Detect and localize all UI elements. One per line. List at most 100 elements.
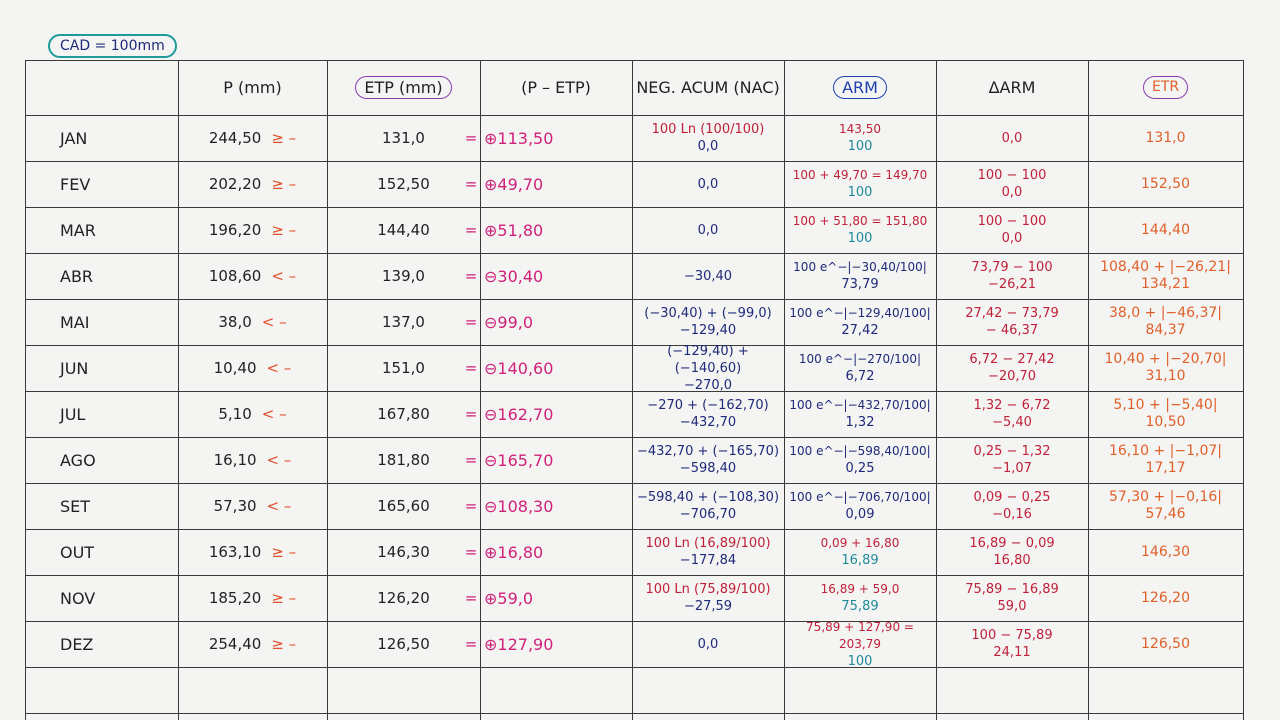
difference: ⊕51,80: [484, 220, 544, 240]
row-rule: [25, 207, 1243, 208]
darm-cell: 100 − 100 0,0: [936, 207, 1088, 253]
nac-line: −270,0: [683, 377, 733, 393]
column-rule: [1243, 60, 1244, 720]
arm-line: 75,89: [841, 599, 879, 614]
precipitation: 254,40: [208, 634, 262, 653]
darm-cell: 73,79 − 100 −26,21: [936, 253, 1088, 299]
darm-line: −5,40: [992, 415, 1032, 430]
column-rule: [480, 60, 481, 720]
equals: =: [464, 358, 478, 377]
precipitation: 196,20: [208, 220, 262, 239]
etr-line: 152,50: [1141, 175, 1190, 192]
arm-cell: 100 e^−|−598,40/100| 0,25: [784, 437, 936, 483]
difference: ⊕16,80: [484, 542, 544, 562]
nac-line: −598,40: [679, 461, 737, 476]
arm-line: 100 e^−|−706,70/100|: [789, 490, 931, 504]
row-rule: [25, 115, 1243, 116]
darm-line: 16,80: [993, 553, 1031, 568]
nac-line: 0,0: [697, 139, 719, 154]
p-cell: 163,10 ≥ –: [178, 529, 327, 575]
etr-line: 126,20: [1141, 589, 1190, 606]
difference: ⊕59,0: [484, 588, 534, 608]
darm-line: 0,0: [1001, 130, 1023, 146]
equals: =: [464, 266, 478, 285]
nac-line: 100 Ln (16,89/100): [645, 536, 771, 551]
equals: =: [464, 404, 478, 423]
month: ABR: [60, 266, 94, 286]
arm-line: 73,79: [841, 277, 879, 292]
arm-cell: 100 e^−|−706,70/100| 0,09: [784, 483, 936, 529]
etr-cell: 5,10 + |−5,40| 10,50: [1088, 391, 1243, 437]
etp-cell: 181,80: [327, 437, 480, 483]
arm-line: 100: [847, 139, 873, 154]
equals: =: [464, 588, 478, 607]
arm-line: 100 e^−|−129,40/100|: [789, 306, 931, 320]
column-header: ARM: [833, 76, 887, 99]
nac-line: 100 Ln (100/100): [651, 122, 765, 137]
arm-line: 0,09: [845, 507, 875, 522]
etr-line: 84,37: [1145, 322, 1186, 338]
nac-cell: 100 Ln (100/100) 0,0: [632, 115, 784, 161]
nac-line: 100 Ln (75,89/100): [645, 582, 771, 597]
etr-cell: 126,50: [1088, 621, 1243, 667]
row-rule: [25, 60, 1243, 61]
row-rule: [25, 253, 1243, 254]
difference: ⊖108,30: [484, 496, 554, 516]
nac-cell: 0,0: [632, 161, 784, 207]
precipitation: 38,0: [218, 312, 252, 331]
darm-line: −26,21: [987, 277, 1037, 292]
row-rule: [25, 713, 1243, 714]
precipitation: 10,40: [213, 358, 257, 377]
nac-cell: (−129,40) + (−140,60) −270,0: [632, 344, 784, 393]
relation: < –: [261, 404, 287, 423]
darm-cell: 0,0: [936, 115, 1088, 161]
precipitation: 57,30: [213, 496, 257, 515]
arm-line: 100 e^−|−270/100|: [798, 352, 922, 366]
nac-cell: 0,0: [632, 207, 784, 253]
precipitation: 185,20: [208, 588, 262, 607]
p-cell: 5,10 < –: [178, 391, 327, 437]
nac-cell: 0,0: [632, 621, 784, 667]
nac-cell: −270 + (−162,70) −432,70: [632, 391, 784, 437]
arm-line: 100 + 49,70 = 149,70: [792, 168, 928, 182]
arm-line: 143,50: [839, 122, 881, 136]
darm-line: 59,0: [997, 599, 1027, 614]
etp: 126,20: [377, 588, 430, 607]
relation: < –: [266, 496, 292, 515]
row-rule: [25, 161, 1243, 162]
arm-cell: 100 e^−|−129,40/100| 27,42: [784, 299, 936, 345]
etp-cell: 165,60: [327, 483, 480, 529]
equals: =: [464, 542, 478, 561]
p-cell: 202,20 ≥ –: [178, 161, 327, 207]
etp-cell: 151,0: [327, 345, 480, 391]
equals: =: [464, 450, 478, 469]
column-rule: [936, 60, 937, 720]
difference: ⊖162,70: [484, 404, 554, 424]
nac-cell: −30,40: [632, 253, 784, 299]
column-header: NEG. ACUM (NAC): [636, 78, 780, 97]
row-rule: [25, 345, 1243, 346]
nac-line: 0,0: [697, 176, 719, 192]
etp: 165,60: [377, 496, 430, 515]
etr-cell: 57,30 + |−0,16| 57,46: [1088, 483, 1243, 529]
month: MAR: [60, 220, 96, 240]
relation: ≥ –: [271, 174, 297, 193]
column-rule: [784, 60, 785, 720]
etp-cell: 146,30: [327, 529, 480, 575]
row-rule: [25, 483, 1243, 484]
column-header-cell: ΔARM: [936, 60, 1088, 115]
month: DEZ: [60, 634, 94, 654]
darm-line: 24,11: [993, 645, 1031, 660]
month: JAN: [60, 128, 88, 148]
arm-cell: 16,89 + 59,0 75,89: [784, 575, 936, 621]
relation: ≥ –: [271, 128, 297, 147]
etp: 126,50: [377, 634, 430, 653]
etr-cell: 131,0: [1088, 115, 1243, 161]
equals: =: [464, 220, 478, 239]
etp-cell: 139,0: [327, 253, 480, 299]
precipitation: 108,60: [208, 266, 262, 285]
darm-line: 100 − 100: [977, 214, 1047, 229]
difference: ⊕113,50: [484, 128, 554, 148]
darm-line: 100 − 100: [977, 168, 1047, 183]
